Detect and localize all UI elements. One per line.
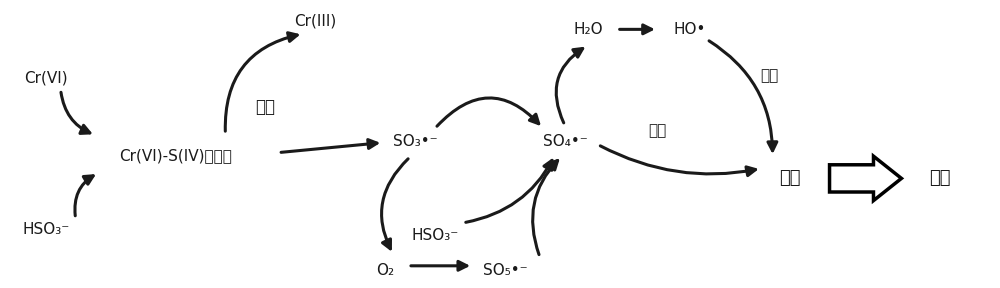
Text: Cr(VI)-S(IV)配合物: Cr(VI)-S(IV)配合物 xyxy=(119,148,232,163)
Polygon shape xyxy=(830,156,901,201)
Text: Cr(III): Cr(III) xyxy=(294,13,336,28)
Text: 氧化: 氧化 xyxy=(649,124,667,139)
Text: SO₅•⁻: SO₅•⁻ xyxy=(483,263,527,278)
Text: HO•: HO• xyxy=(674,22,706,37)
Text: 染料: 染料 xyxy=(779,169,800,187)
Text: HSO₃⁻: HSO₃⁻ xyxy=(411,228,459,243)
Text: 氧化: 氧化 xyxy=(761,68,779,83)
Text: HSO₃⁻: HSO₃⁻ xyxy=(22,223,69,238)
Text: O₂: O₂ xyxy=(376,263,394,278)
Text: 还原: 还原 xyxy=(255,98,275,116)
Text: 脱色: 脱色 xyxy=(929,169,950,187)
Text: Cr(VI): Cr(VI) xyxy=(24,71,67,86)
Text: SO₃•⁻: SO₃•⁻ xyxy=(393,134,437,149)
Text: H₂O: H₂O xyxy=(573,22,603,37)
Text: SO₄•⁻: SO₄•⁻ xyxy=(543,134,587,149)
